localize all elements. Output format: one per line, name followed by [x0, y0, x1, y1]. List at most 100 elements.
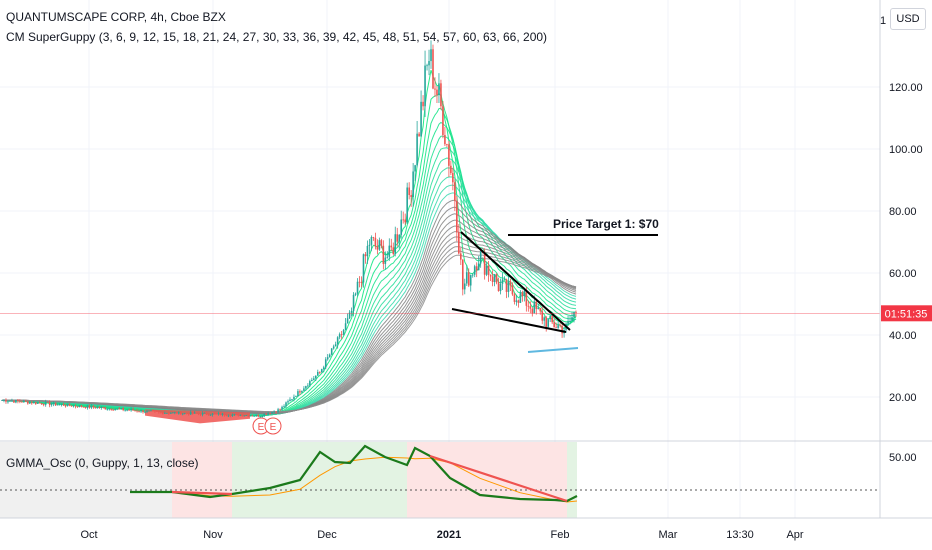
candle-body — [138, 411, 140, 413]
guppy-line — [2, 184, 577, 415]
candle-body — [475, 266, 478, 271]
candle-body — [136, 410, 138, 412]
candle-body — [374, 237, 377, 247]
candle-body — [275, 411, 277, 413]
candle-body — [19, 401, 21, 402]
candle-body — [315, 375, 317, 379]
candle-body — [251, 415, 254, 417]
candle-body — [263, 414, 265, 417]
candle-body — [164, 413, 166, 414]
candle-body — [438, 83, 440, 96]
guppy-line — [2, 192, 577, 415]
drawings: Price Target 1: $70 E E — [0, 217, 880, 435]
y-tick-label: 40.00 — [889, 330, 917, 342]
y-tick-label: 60.00 — [889, 268, 917, 280]
candle-body — [74, 405, 77, 407]
guppy-line — [2, 107, 577, 417]
candle-body — [78, 405, 81, 408]
candle-body — [454, 182, 456, 201]
candle-body — [100, 407, 103, 408]
candle-body — [450, 165, 452, 174]
candle-body — [555, 327, 557, 329]
osc-bg-bear — [429, 442, 567, 518]
candle-body — [257, 414, 260, 417]
currency-button[interactable]: USD — [890, 8, 926, 30]
x-tick-label: 13:30 — [726, 529, 754, 541]
x-tick-label: Feb — [551, 529, 570, 541]
candle-body — [575, 312, 577, 313]
candle-body — [422, 101, 424, 107]
candle-body — [29, 402, 31, 404]
candle-body — [34, 401, 37, 404]
candle-body — [271, 411, 273, 414]
candle-body — [311, 379, 313, 382]
candle-body — [471, 274, 474, 276]
candle-body — [382, 245, 385, 264]
y-tick-label: 100.00 — [889, 144, 923, 156]
candle-body — [356, 281, 359, 294]
candle-body — [307, 385, 309, 387]
candle-body — [237, 413, 240, 416]
candle-body — [334, 344, 337, 347]
candle-body — [173, 412, 176, 414]
candle-body — [380, 240, 383, 246]
y-tick-label: 120.00 — [889, 82, 923, 94]
candle-body — [239, 414, 242, 416]
candle-body — [48, 402, 51, 406]
x-tick-label: 2021 — [437, 529, 461, 541]
x-tick-label: Nov — [203, 529, 223, 541]
wedge-upper-line — [460, 231, 571, 331]
candle-body — [285, 402, 287, 407]
candle-body — [499, 283, 502, 292]
candle-body — [539, 307, 542, 312]
candle-body — [483, 252, 486, 275]
candle-body — [66, 403, 69, 407]
candle-body — [305, 386, 307, 389]
candle-body — [229, 415, 232, 417]
candle-body — [44, 402, 47, 405]
candle-body — [88, 405, 91, 408]
candle-body — [261, 416, 263, 418]
candle-body — [507, 281, 510, 292]
candle-body — [42, 404, 45, 406]
candle-body — [40, 403, 43, 405]
candle-body — [360, 282, 363, 283]
candle-body — [444, 134, 446, 145]
guppy-line — [2, 147, 576, 416]
candle-body — [448, 144, 450, 166]
candle-body — [128, 409, 130, 411]
x-tick-label: Oct — [80, 529, 97, 541]
guppy-line — [2, 92, 577, 417]
candle-body — [281, 406, 283, 410]
candle-body — [477, 263, 480, 271]
candle-body — [195, 412, 198, 414]
current-price-tag — [881, 305, 932, 322]
candle-body — [386, 256, 389, 258]
candle-body — [7, 401, 9, 403]
guppy-line — [2, 69, 577, 417]
candle-body — [537, 307, 540, 310]
candle-body — [513, 294, 516, 302]
candle-body — [501, 279, 504, 284]
candle-body — [541, 311, 544, 321]
candle-body — [108, 408, 111, 410]
osc-signal-line — [130, 456, 578, 503]
candle-body — [463, 283, 466, 290]
candle-body — [172, 412, 174, 414]
osc-bear-segment — [171, 454, 568, 503]
candle-body — [416, 133, 418, 166]
candle-body — [160, 411, 162, 413]
candle-body — [146, 410, 148, 412]
candle-body — [25, 400, 27, 402]
candle-body — [98, 407, 101, 409]
candle-body — [338, 334, 341, 338]
candle-body — [442, 106, 444, 135]
candle-body — [525, 290, 528, 306]
candle-body — [177, 411, 180, 414]
candle-body — [50, 404, 53, 406]
candle-body — [193, 412, 196, 414]
candle-body — [394, 234, 397, 254]
candle-body — [197, 413, 200, 415]
candle-body — [259, 416, 262, 418]
